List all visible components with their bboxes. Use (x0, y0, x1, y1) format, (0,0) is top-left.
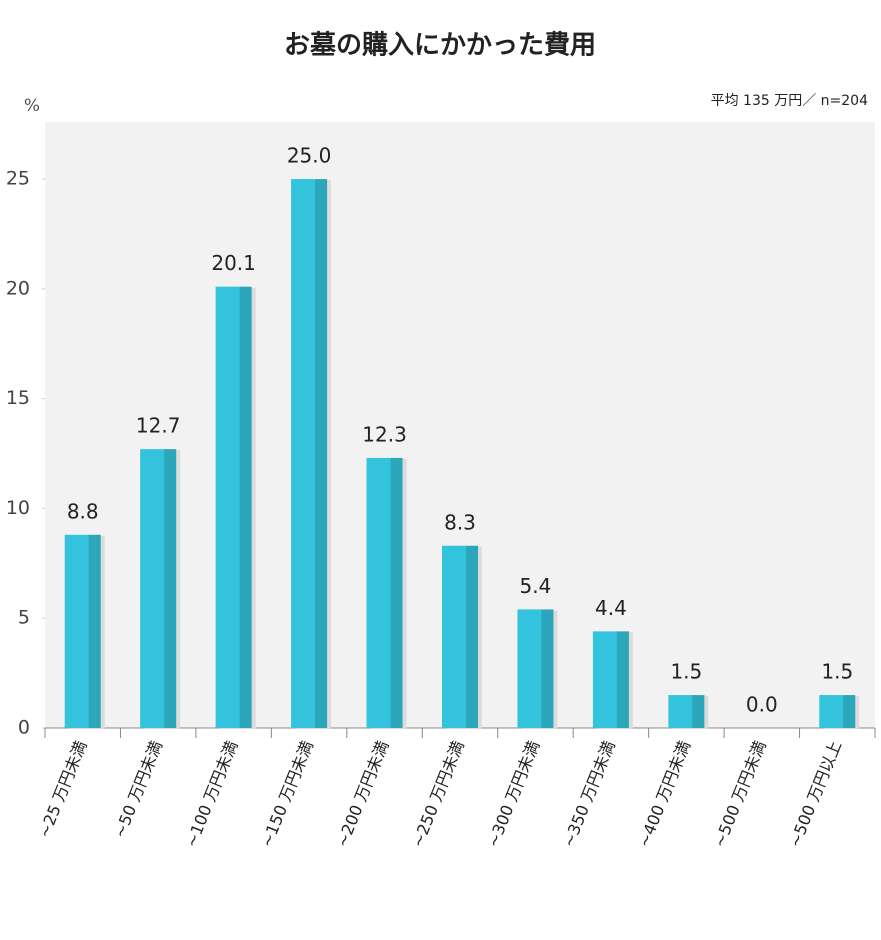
data-label: 12.7 (136, 414, 181, 438)
bar (517, 609, 554, 728)
bar-shade (541, 609, 554, 728)
y-tick-label: 15 (6, 387, 30, 409)
x-tick-label: ~400 万円未満 (634, 738, 694, 850)
x-tick-label: ~150 万円未満 (257, 738, 317, 850)
bar (819, 695, 856, 728)
y-tick-label: 0 (18, 717, 30, 739)
bar-shade (692, 695, 705, 728)
bar-shade (164, 449, 177, 728)
data-label: 1.5 (821, 660, 853, 684)
bar-shade (239, 286, 252, 728)
x-tick-label: ~25 万円未満 (34, 738, 90, 840)
data-label: 4.4 (595, 596, 627, 620)
bar (366, 457, 403, 728)
x-tick-label: ~300 万円未満 (483, 738, 543, 850)
y-tick-label: 20 (6, 277, 30, 299)
data-label: 8.3 (444, 510, 476, 534)
bar (215, 286, 252, 728)
y-tick-label: 10 (6, 497, 30, 519)
bar-shade (390, 457, 403, 728)
bar-shade (843, 695, 856, 728)
chart-title: お墓の購入にかかった費用 (284, 31, 596, 61)
y-axis-label: % (24, 96, 40, 116)
chart-subtitle: 平均 135 万円／ n=204 (711, 93, 868, 109)
bar (140, 449, 177, 728)
data-label: 20.1 (211, 251, 256, 275)
x-tick-label: ~50 万円未満 (110, 738, 166, 840)
bar-shade (466, 545, 478, 728)
bar (442, 545, 478, 728)
bar-shade (616, 631, 629, 728)
x-tick-label: ~500 万円未満 (710, 738, 770, 850)
x-tick-label: ~500 万円以上 (785, 738, 845, 850)
bar-shade (315, 179, 328, 728)
bar (668, 695, 705, 728)
x-tick-label: ~350 万円未満 (559, 738, 619, 850)
data-label: 25.0 (287, 144, 332, 168)
x-tick-label: ~200 万円未満 (332, 738, 392, 850)
data-label: 8.8 (67, 499, 99, 523)
data-label: 0.0 (746, 693, 778, 717)
y-tick-label: 5 (18, 607, 30, 629)
data-label: 12.3 (362, 422, 407, 446)
y-tick-label: 25 (6, 168, 30, 190)
bar-shade (88, 534, 101, 728)
bar (64, 534, 101, 728)
bar (592, 631, 629, 728)
x-tick-label: ~250 万円未満 (408, 738, 468, 850)
bar (291, 179, 328, 728)
data-label: 5.4 (520, 574, 552, 598)
x-tick-label: ~100 万円未満 (182, 738, 242, 850)
data-label: 1.5 (670, 660, 702, 684)
